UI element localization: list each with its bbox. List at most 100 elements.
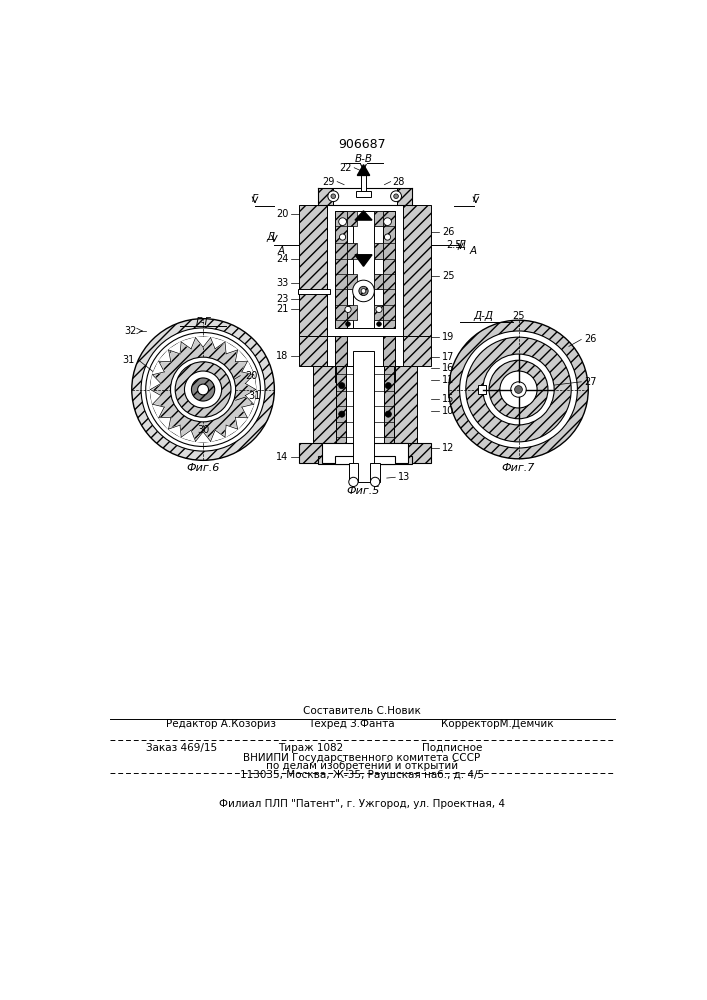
Text: по делам изобретений и открытий: по делам изобретений и открытий	[266, 761, 458, 771]
Text: Г: Г	[473, 194, 479, 204]
Polygon shape	[355, 211, 372, 220]
Text: 17: 17	[442, 352, 454, 362]
Circle shape	[170, 357, 235, 422]
Text: 15: 15	[442, 394, 454, 404]
Text: 2.5: 2.5	[446, 240, 462, 250]
Text: ВНИИПИ Государственного комитета СССР: ВНИИПИ Государственного комитета СССР	[243, 753, 481, 763]
Circle shape	[192, 378, 215, 401]
Text: Г: Г	[252, 194, 258, 204]
Bar	[347, 211, 383, 328]
Circle shape	[175, 362, 231, 417]
Polygon shape	[245, 390, 256, 404]
Text: 14: 14	[276, 452, 288, 462]
Polygon shape	[355, 255, 372, 266]
Bar	[373, 211, 383, 226]
Bar	[395, 336, 403, 366]
Circle shape	[346, 322, 351, 326]
Polygon shape	[181, 338, 196, 349]
Bar	[317, 456, 412, 464]
Circle shape	[359, 286, 368, 296]
Text: Д: Д	[267, 232, 274, 242]
Bar	[322, 443, 408, 463]
Circle shape	[132, 319, 274, 460]
Bar	[347, 211, 356, 226]
Polygon shape	[168, 425, 181, 437]
Bar	[361, 175, 366, 191]
Text: 11: 11	[442, 375, 454, 385]
Circle shape	[391, 191, 402, 202]
Polygon shape	[242, 361, 254, 375]
Circle shape	[515, 386, 522, 393]
Circle shape	[384, 218, 392, 225]
Circle shape	[339, 383, 345, 389]
Text: 25: 25	[442, 271, 455, 281]
Polygon shape	[153, 361, 164, 375]
Text: Д-Д: Д-Д	[474, 311, 493, 321]
Bar	[299, 205, 327, 336]
Bar	[356, 191, 371, 197]
Circle shape	[385, 383, 392, 389]
Bar	[299, 336, 327, 366]
Polygon shape	[225, 425, 238, 437]
Text: 33: 33	[276, 278, 288, 288]
Bar	[299, 443, 431, 463]
Bar	[403, 336, 431, 366]
Bar	[354, 211, 373, 328]
Circle shape	[460, 331, 578, 448]
Bar	[478, 385, 486, 394]
Bar	[337, 366, 394, 443]
Text: 28: 28	[392, 177, 404, 187]
Bar	[298, 289, 330, 294]
Circle shape	[370, 477, 380, 487]
Bar	[327, 205, 403, 336]
Polygon shape	[159, 350, 171, 362]
Text: 21: 21	[276, 304, 288, 314]
Text: Фиг.7: Фиг.7	[502, 463, 535, 473]
Text: А: А	[277, 246, 284, 256]
Polygon shape	[151, 389, 161, 404]
Bar	[349, 463, 358, 482]
Bar	[335, 336, 347, 382]
Bar	[373, 305, 383, 320]
Polygon shape	[235, 350, 247, 362]
Circle shape	[151, 337, 256, 442]
Polygon shape	[196, 432, 211, 441]
Circle shape	[510, 382, 526, 397]
Circle shape	[345, 306, 351, 312]
Text: 16: 16	[442, 363, 454, 373]
Circle shape	[141, 328, 265, 451]
Text: 20: 20	[245, 371, 257, 381]
Text: Г-Г: Г-Г	[195, 317, 211, 327]
Polygon shape	[242, 404, 254, 418]
Text: 27: 27	[585, 377, 597, 387]
Text: 13: 13	[398, 472, 411, 482]
Text: 22: 22	[339, 163, 352, 173]
Text: Фиг.6: Фиг.6	[187, 463, 220, 473]
Circle shape	[328, 191, 339, 202]
Text: 25: 25	[513, 311, 525, 321]
Bar	[370, 463, 380, 482]
Circle shape	[500, 371, 537, 408]
Polygon shape	[196, 338, 211, 347]
Circle shape	[376, 306, 382, 312]
Bar	[313, 366, 337, 443]
Circle shape	[483, 354, 554, 425]
Bar	[385, 366, 394, 443]
Polygon shape	[357, 165, 370, 175]
Circle shape	[339, 218, 346, 225]
Text: 32: 32	[124, 326, 136, 336]
Text: Филиал ПЛП "Патент", г. Ужгород, ул. Проектная, 4: Филиал ПЛП "Патент", г. Ужгород, ул. Про…	[219, 799, 505, 809]
Text: Редактор А.Козориз: Редактор А.Козориз	[166, 719, 276, 729]
Bar	[354, 351, 373, 482]
Polygon shape	[159, 417, 171, 429]
Circle shape	[185, 371, 222, 408]
Text: 906687: 906687	[338, 138, 386, 151]
Bar	[394, 366, 417, 443]
Bar	[347, 305, 356, 320]
Text: 10: 10	[442, 406, 454, 416]
Bar	[337, 366, 346, 443]
Text: В-В: В-В	[354, 153, 373, 163]
Text: 30: 30	[197, 425, 209, 435]
Circle shape	[394, 194, 398, 199]
Text: 26: 26	[585, 334, 597, 344]
